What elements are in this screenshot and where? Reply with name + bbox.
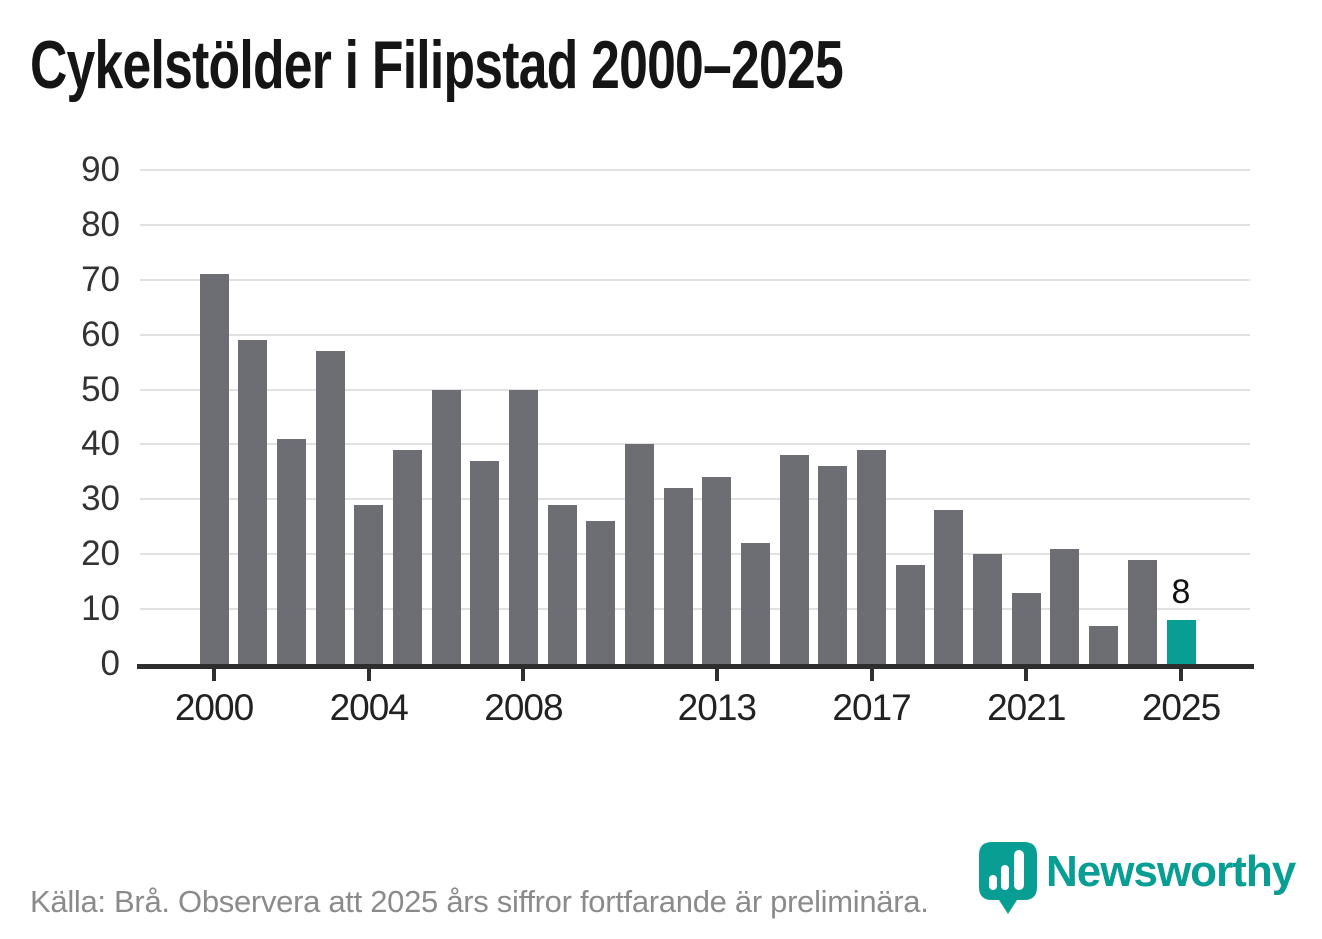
x-tick-2017 (869, 669, 874, 681)
source-note: Källa: Brå. Observera att 2025 års siffr… (30, 884, 929, 919)
bar-2017 (857, 449, 887, 664)
bar-2021 (1011, 592, 1041, 664)
x-tick-2013 (714, 669, 719, 681)
x-tick-label: 2025 (1141, 687, 1221, 728)
gridline-20 (140, 553, 1250, 556)
gridline-60 (140, 333, 1250, 336)
bar-2024 (1127, 559, 1157, 664)
bar-2004 (354, 504, 384, 664)
bar-2003 (315, 351, 345, 664)
bar-2000 (199, 274, 229, 664)
newsworthy-logo-text: Newsworthy (1046, 847, 1296, 896)
gridline-30 (140, 498, 1250, 501)
x-tick-label: 2008 (484, 687, 563, 728)
y-tick-label: 20 (81, 534, 120, 574)
bar-value-label: 8 (1171, 573, 1191, 612)
bar-2002 (276, 438, 306, 664)
x-tick-label: 2004 (329, 687, 409, 728)
bar-2023 (1089, 625, 1119, 664)
x-tick-label: 2017 (832, 687, 911, 728)
bar-2019 (934, 510, 964, 664)
gridline-40 (140, 443, 1250, 446)
x-tick-2025 (1179, 669, 1183, 681)
bar-2022 (1050, 548, 1080, 664)
x-tick-2000 (212, 669, 216, 681)
x-tick-label: 2000 (174, 687, 254, 728)
bar-2018 (895, 565, 925, 664)
newsworthy-pin-icon (979, 842, 1037, 914)
gridline-50 (140, 388, 1250, 391)
y-tick-label: 70 (81, 259, 120, 299)
y-tick-label: 90 (81, 150, 120, 189)
bar-2008 (508, 389, 538, 664)
bar-2025 (1166, 620, 1196, 664)
x-tick-2004 (366, 669, 371, 681)
bar-2014 (741, 543, 771, 664)
bar-2011 (624, 444, 654, 664)
y-tick-label: 80 (81, 204, 120, 244)
x-axis-line (137, 664, 1254, 669)
y-tick-label: 60 (81, 314, 120, 354)
gridline-10 (140, 608, 1250, 611)
bar-2001 (238, 340, 268, 664)
y-tick-label: 0 (100, 644, 120, 683)
bar-2010 (586, 521, 616, 664)
bar-2012 (663, 488, 693, 664)
bar-2016 (818, 466, 848, 664)
bar-2007 (470, 460, 500, 664)
gridline-70 (140, 278, 1250, 281)
gridline-80 (140, 223, 1250, 226)
y-tick-label: 30 (81, 479, 120, 519)
x-tick-2021 (1024, 669, 1029, 681)
bar-2005 (392, 449, 422, 664)
bar-2020 (973, 554, 1003, 664)
bar-2009 (547, 504, 577, 664)
x-tick-label: 2021 (987, 687, 1066, 728)
bar-2013 (702, 477, 732, 664)
gridline-90 (140, 169, 1250, 171)
chart-title: Cykelstölder i Filipstad 2000–2025 (30, 27, 844, 103)
y-tick-label: 10 (81, 589, 120, 629)
bar-2006 (431, 389, 461, 664)
y-tick-label: 50 (81, 369, 120, 409)
y-tick-label: 40 (81, 424, 120, 464)
x-tick-label: 2013 (677, 687, 757, 728)
bar-2015 (779, 455, 809, 664)
x-tick-2008 (521, 669, 526, 681)
